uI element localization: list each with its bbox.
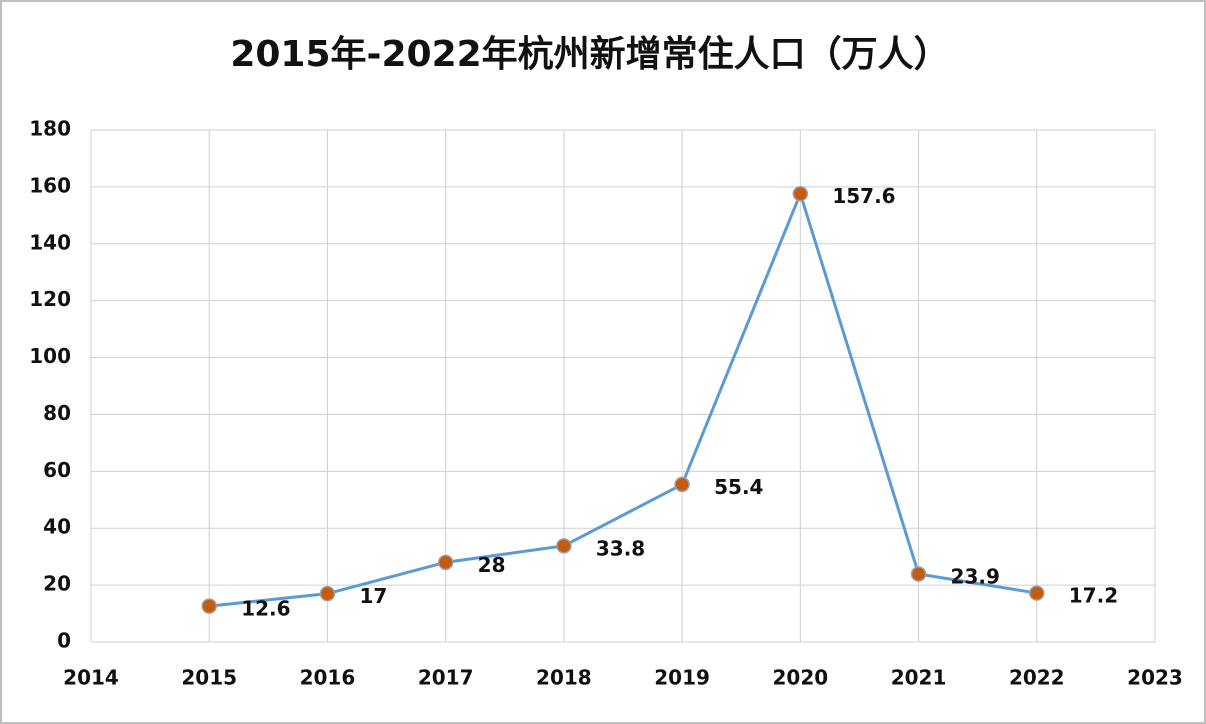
data-label: 17.2 — [1069, 584, 1118, 608]
data-label: 157.6 — [832, 184, 895, 208]
data-label: 28 — [478, 553, 506, 577]
data-label: 23.9 — [951, 565, 1000, 589]
data-label: 33.8 — [596, 536, 645, 560]
x-tick-label: 2018 — [536, 666, 592, 690]
data-label: 12.6 — [241, 597, 290, 621]
x-tick-label: 2020 — [772, 666, 828, 690]
marker — [319, 585, 336, 602]
data-label: 17 — [359, 584, 387, 608]
x-tick-label: 2017 — [418, 666, 474, 690]
line — [209, 189, 1038, 608]
x-tick-label: 2015 — [181, 666, 237, 690]
marker — [674, 476, 690, 493]
y-tick-label: 100 — [29, 344, 71, 368]
y-tick-label: 120 — [29, 287, 71, 311]
y-tick-label: 160 — [29, 173, 71, 197]
marker — [556, 538, 572, 554]
y-tick-label: 60 — [43, 458, 71, 482]
x-tick-label: 2023 — [1127, 666, 1183, 690]
marker — [437, 554, 454, 571]
y-tick-label: 140 — [29, 230, 71, 254]
data-label: 55.4 — [714, 475, 763, 499]
y-tick-label: 20 — [43, 572, 71, 596]
x-tick-label: 2022 — [1009, 666, 1065, 690]
y-tick-label: 180 — [29, 117, 71, 141]
marker — [201, 598, 217, 614]
marker — [792, 185, 809, 202]
marker — [910, 566, 927, 582]
y-tick-label: 0 — [57, 629, 71, 653]
y-tick-label: 40 — [43, 515, 71, 539]
x-tick-label: 2019 — [654, 666, 710, 690]
x-tick-label: 2016 — [300, 666, 356, 690]
x-tick-label: 2014 — [63, 666, 119, 690]
chart-title: 2015年-2022年杭州新增常住人口（万人） — [230, 33, 949, 75]
y-tick-label: 80 — [43, 401, 71, 425]
x-tick-label: 2021 — [891, 666, 947, 690]
marker — [1029, 585, 1045, 601]
